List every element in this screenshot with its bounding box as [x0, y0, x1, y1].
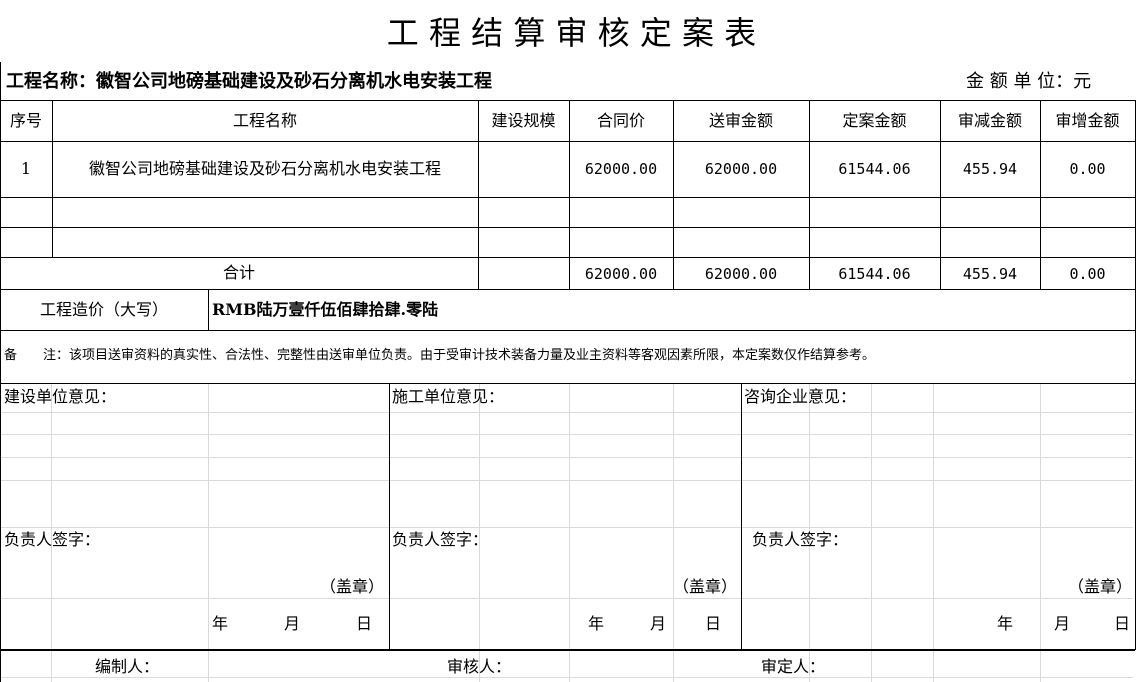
grid-line — [741, 383, 742, 649]
table-cell: 1 — [20, 159, 32, 178]
day-label: 日 — [705, 614, 722, 633]
table-cell: 61544.06 — [838, 160, 911, 178]
grid-line — [478, 100, 479, 257]
grid-line — [0, 100, 1135, 101]
grid-line — [52, 100, 53, 257]
grid-line — [0, 677, 1133, 678]
seal-label: （盖章） — [320, 577, 385, 596]
year-label: 年 — [212, 614, 229, 633]
reviewer-label: 审核人： — [447, 657, 512, 676]
grid-line — [0, 197, 1135, 198]
grid-line — [673, 383, 674, 682]
signature-label: 负责人签字： — [392, 530, 489, 549]
table-cell: 455.94 — [962, 160, 1018, 178]
grid-line — [0, 227, 1135, 228]
grid-line — [479, 383, 480, 682]
opinion-title: 建设单位意见： — [4, 387, 117, 406]
grid-line — [0, 649, 1135, 651]
grid-line — [809, 257, 810, 289]
grid-line — [51, 383, 52, 682]
grid-line — [0, 141, 1135, 142]
grid-line — [1135, 100, 1136, 650]
grid-line — [0, 598, 1133, 599]
column-header: 建设规模 — [491, 111, 556, 130]
day-label: 日 — [356, 614, 373, 633]
seal-label: （盖章） — [673, 577, 738, 596]
grid-line — [871, 383, 872, 682]
grid-line — [673, 100, 674, 257]
capital-amount-value: RMB陆万壹仟伍佰肆拾肆.零陆 — [212, 300, 439, 319]
note-text: 备 注：该项目送审资料的真实性、合法性、完整性由送审单位负责。由于受审计技术装备… — [4, 348, 876, 363]
column-header: 审增金额 — [1055, 111, 1120, 130]
grid-line — [569, 383, 570, 682]
total-cell: 61544.06 — [838, 265, 911, 283]
grid-line — [478, 257, 479, 289]
grid-line — [673, 257, 674, 289]
grid-line — [933, 383, 934, 682]
grid-line — [389, 383, 390, 649]
capital-amount-label: 工程造价（大写） — [39, 300, 168, 319]
grid-line — [1040, 383, 1041, 682]
grid-line — [0, 257, 1135, 258]
page-title: 工 程 结 算 审 核 定 案 表 — [386, 14, 757, 52]
day-label: 日 — [1114, 614, 1131, 633]
grid-line — [1040, 257, 1041, 289]
grid-line — [809, 100, 810, 257]
grid-line — [940, 257, 941, 289]
table-cell: 徽智公司地磅基础建设及砂石分离机水电安装工程 — [88, 159, 441, 178]
table-cell: 62000.00 — [584, 160, 658, 178]
grid-line — [0, 457, 1133, 458]
table-cell: 62000.00 — [704, 160, 778, 178]
grid-line — [0, 62, 1, 682]
opinion-title: 施工单位意见： — [392, 387, 505, 406]
grid-line — [940, 100, 941, 257]
grid-line — [0, 434, 1133, 435]
year-label: 年 — [588, 614, 605, 633]
grid-line — [569, 257, 570, 289]
grid-line — [809, 383, 810, 682]
grid-line — [0, 289, 1135, 290]
project-name: 工程名称：徽智公司地磅基础建设及砂石分离机水电安装工程 — [6, 71, 492, 92]
column-header: 审减金额 — [957, 111, 1022, 130]
column-header: 送审金额 — [708, 111, 773, 130]
month-label: 月 — [1054, 614, 1071, 633]
grid-line — [0, 527, 1133, 528]
column-header: 序号 — [9, 111, 42, 130]
opinion-title: 咨询企业意见： — [744, 387, 857, 406]
total-cell: 62000.00 — [584, 265, 658, 283]
grid-line — [0, 480, 1133, 481]
column-header: 工程名称 — [232, 111, 297, 130]
grid-line — [0, 330, 1135, 331]
seal-label: （盖章） — [1068, 577, 1133, 596]
grid-line — [208, 383, 209, 682]
signature-label: 负责人签字： — [4, 530, 101, 549]
column-header: 定案金额 — [842, 111, 907, 130]
total-cell: 62000.00 — [704, 265, 778, 283]
unit-label: 金 额 单 位：元 — [966, 71, 1092, 92]
signature-label: 负责人签字： — [752, 530, 849, 549]
compiler-label: 编制人： — [95, 657, 160, 676]
grid-line — [1040, 100, 1041, 257]
grid-line — [569, 100, 570, 257]
column-header: 合同价 — [596, 111, 645, 130]
total-cell: 455.94 — [962, 265, 1018, 283]
month-label: 月 — [650, 614, 667, 633]
grid-line — [0, 383, 1135, 384]
total-cell: 0.00 — [1069, 265, 1106, 283]
month-label: 月 — [284, 614, 301, 633]
grid-line — [0, 412, 1133, 413]
table-cell: 0.00 — [1069, 160, 1106, 178]
approver-label: 审定人： — [761, 657, 826, 676]
grid-line — [208, 289, 209, 330]
total-label: 合计 — [222, 263, 255, 282]
year-label: 年 — [997, 614, 1014, 633]
